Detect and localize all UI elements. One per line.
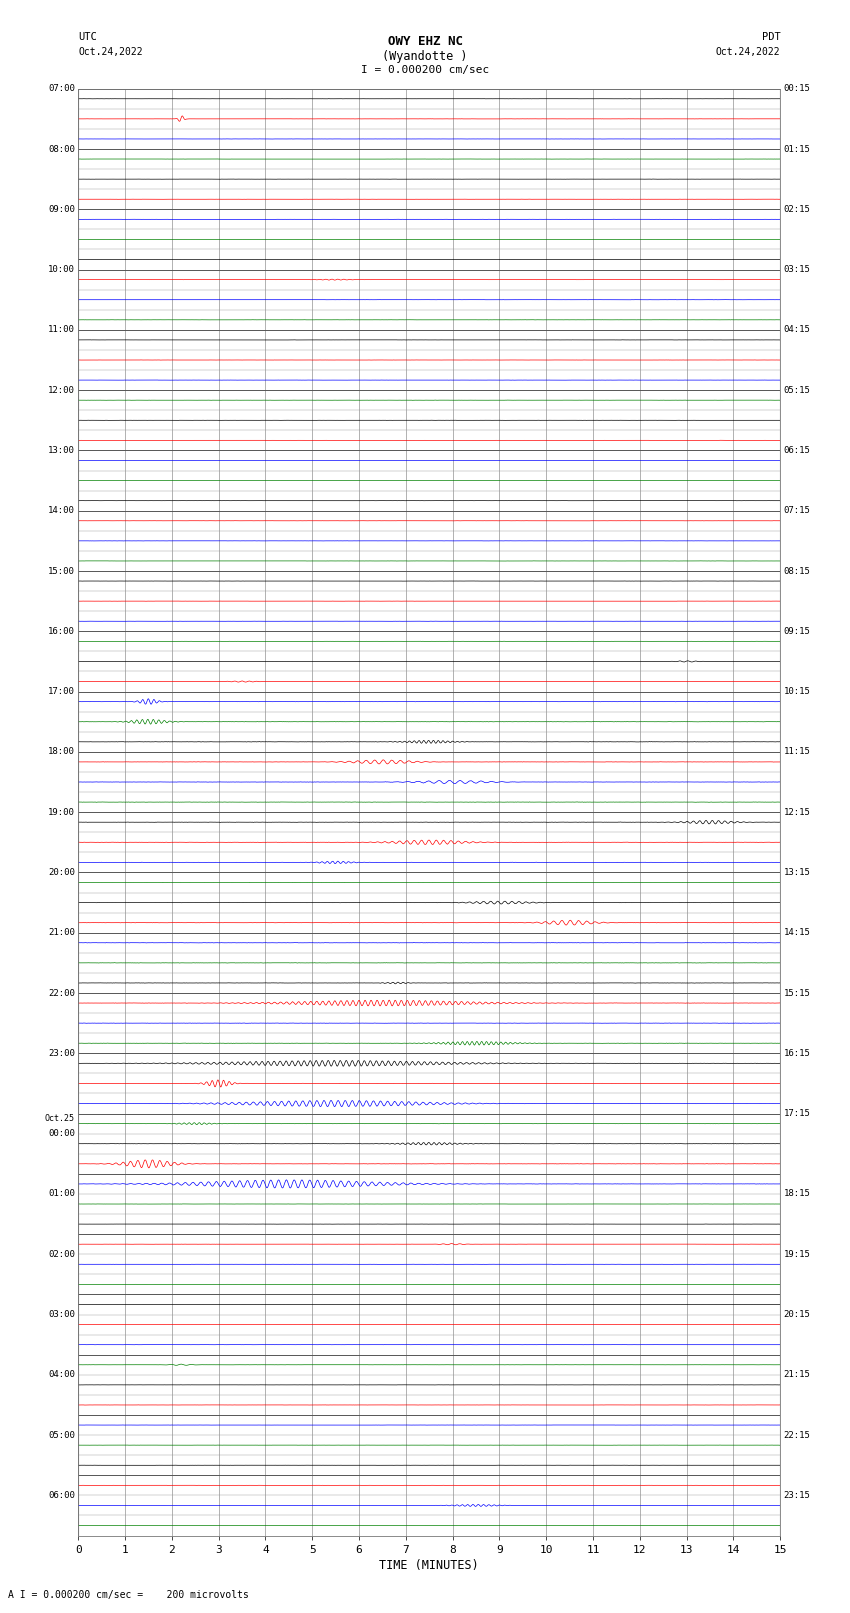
Text: 21:15: 21:15: [784, 1371, 811, 1379]
Text: OWY EHZ NC: OWY EHZ NC: [388, 35, 462, 48]
Text: 06:00: 06:00: [48, 1490, 75, 1500]
Text: 22:15: 22:15: [784, 1431, 811, 1439]
Text: 22:00: 22:00: [48, 989, 75, 997]
Text: 12:00: 12:00: [48, 386, 75, 395]
Text: 04:15: 04:15: [784, 326, 811, 334]
Text: Oct.24,2022: Oct.24,2022: [716, 47, 780, 56]
Text: UTC: UTC: [78, 32, 97, 42]
Text: 08:00: 08:00: [48, 145, 75, 153]
Text: 01:15: 01:15: [784, 145, 811, 153]
Text: I = 0.000200 cm/sec: I = 0.000200 cm/sec: [361, 65, 489, 74]
Text: 02:15: 02:15: [784, 205, 811, 215]
Text: 23:15: 23:15: [784, 1490, 811, 1500]
Text: 11:00: 11:00: [48, 326, 75, 334]
X-axis label: TIME (MINUTES): TIME (MINUTES): [379, 1558, 479, 1571]
Text: 21:00: 21:00: [48, 927, 75, 937]
Text: 09:00: 09:00: [48, 205, 75, 215]
Text: 04:00: 04:00: [48, 1371, 75, 1379]
Text: 06:15: 06:15: [784, 445, 811, 455]
Text: 00:00: 00:00: [48, 1129, 75, 1139]
Text: 12:15: 12:15: [784, 808, 811, 816]
Text: 05:00: 05:00: [48, 1431, 75, 1439]
Text: 05:15: 05:15: [784, 386, 811, 395]
Text: 07:15: 07:15: [784, 506, 811, 515]
Text: 02:00: 02:00: [48, 1250, 75, 1258]
Text: 10:15: 10:15: [784, 687, 811, 697]
Text: 16:15: 16:15: [784, 1048, 811, 1058]
Text: 16:00: 16:00: [48, 627, 75, 636]
Text: 20:15: 20:15: [784, 1310, 811, 1319]
Text: 23:00: 23:00: [48, 1048, 75, 1058]
Text: PDT: PDT: [762, 32, 780, 42]
Text: 03:15: 03:15: [784, 265, 811, 274]
Text: 19:15: 19:15: [784, 1250, 811, 1258]
Text: 15:00: 15:00: [48, 566, 75, 576]
Text: 15:15: 15:15: [784, 989, 811, 997]
Text: 14:00: 14:00: [48, 506, 75, 515]
Text: 18:00: 18:00: [48, 747, 75, 756]
Text: Oct.24,2022: Oct.24,2022: [78, 47, 143, 56]
Text: 17:15: 17:15: [784, 1110, 811, 1118]
Text: 19:00: 19:00: [48, 808, 75, 816]
Text: A I = 0.000200 cm/sec =    200 microvolts: A I = 0.000200 cm/sec = 200 microvolts: [8, 1590, 249, 1600]
Text: 08:15: 08:15: [784, 566, 811, 576]
Text: 00:15: 00:15: [784, 84, 811, 94]
Text: 10:00: 10:00: [48, 265, 75, 274]
Text: 11:15: 11:15: [784, 747, 811, 756]
Text: 18:15: 18:15: [784, 1189, 811, 1198]
Text: 13:00: 13:00: [48, 445, 75, 455]
Text: 07:00: 07:00: [48, 84, 75, 94]
Text: 14:15: 14:15: [784, 927, 811, 937]
Text: 20:00: 20:00: [48, 868, 75, 877]
Text: 17:00: 17:00: [48, 687, 75, 697]
Text: 03:00: 03:00: [48, 1310, 75, 1319]
Text: 01:00: 01:00: [48, 1189, 75, 1198]
Text: 09:15: 09:15: [784, 627, 811, 636]
Text: (Wyandotte ): (Wyandotte ): [382, 50, 468, 63]
Text: Oct.25: Oct.25: [45, 1115, 75, 1123]
Text: 13:15: 13:15: [784, 868, 811, 877]
